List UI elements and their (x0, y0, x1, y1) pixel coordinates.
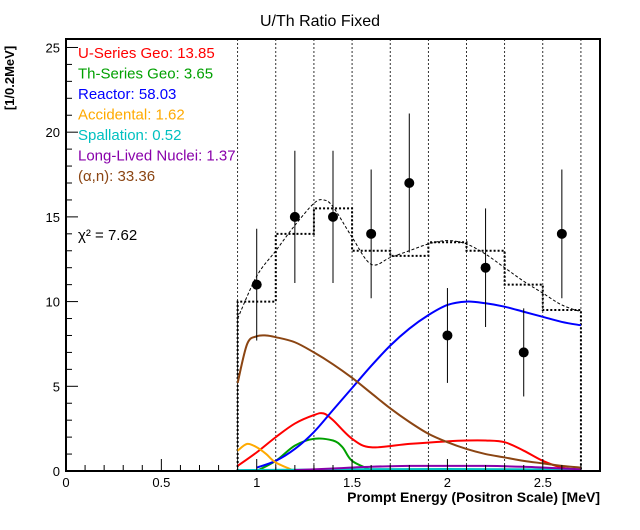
x-axis-label: Prompt Energy (Positron Scale) [MeV] (347, 489, 600, 505)
legend-entry-6: (α,n): 33.36 (78, 168, 155, 185)
x-tick-label: 1 (253, 475, 260, 490)
y-axis-label: [1/0.2MeV] (2, 46, 17, 110)
y-tick-label: 15 (46, 210, 60, 225)
y-tick-label: 20 (46, 125, 60, 140)
y-tick-label: 5 (53, 379, 60, 394)
legend: U-Series Geo: 13.85 Th-Series Geo: 3.65 Re… (78, 45, 236, 185)
y-tick-label: 0 (53, 464, 60, 479)
x-tick-label: 2.5 (534, 475, 552, 490)
y-tick-label: 25 (46, 40, 60, 55)
curve-accidental (237, 442, 296, 472)
chi2-label: χ² = 7.62 (78, 227, 137, 244)
chart-title: U/Th Ratio Fixed (260, 13, 380, 30)
legend-entry-5: Long-Lived Nuclei: 1.37 (78, 148, 236, 165)
data-points (251, 113, 567, 397)
data-point-0 (251, 279, 262, 290)
curve-spallation (237, 467, 581, 472)
data-point-5 (442, 330, 453, 341)
data-point-2 (328, 211, 338, 222)
x-tick-label: 1.5 (343, 475, 361, 490)
curve-reactor (256, 300, 582, 469)
legend-entry-3: Accidental: 1.62 (78, 107, 185, 124)
data-point-3 (366, 228, 377, 239)
curve-total (237, 199, 582, 319)
legend-entry-1: Th-Series Geo: 3.65 (78, 66, 213, 83)
expected-histogram-step (236, 207, 582, 471)
curve-u-series-geo (237, 412, 582, 472)
y-axis-ticks: 0 5 10 15 20 25 (46, 40, 78, 479)
x-axis-ticks: 0 0.5 1 1.5 2 2.5 (62, 459, 582, 490)
curve-n (236, 334, 582, 469)
legend-entry-4: Spallation: 0.52 (78, 127, 181, 144)
y-tick-label: 10 (46, 295, 60, 310)
x-tick-label: 2 (444, 475, 451, 490)
data-point-6 (480, 262, 491, 273)
expected-histogram (236, 207, 582, 471)
legend-entry-0: U-Series Geo: 13.85 (78, 45, 215, 62)
x-tick-label: 0 (62, 475, 69, 490)
data-point-8 (556, 228, 567, 239)
data-point-1 (289, 211, 300, 222)
legend-entry-2: Reactor: 58.03 (78, 86, 176, 103)
data-point-7 (518, 347, 529, 358)
x-tick-label: 0.5 (152, 475, 170, 490)
data-point-4 (404, 178, 415, 188)
